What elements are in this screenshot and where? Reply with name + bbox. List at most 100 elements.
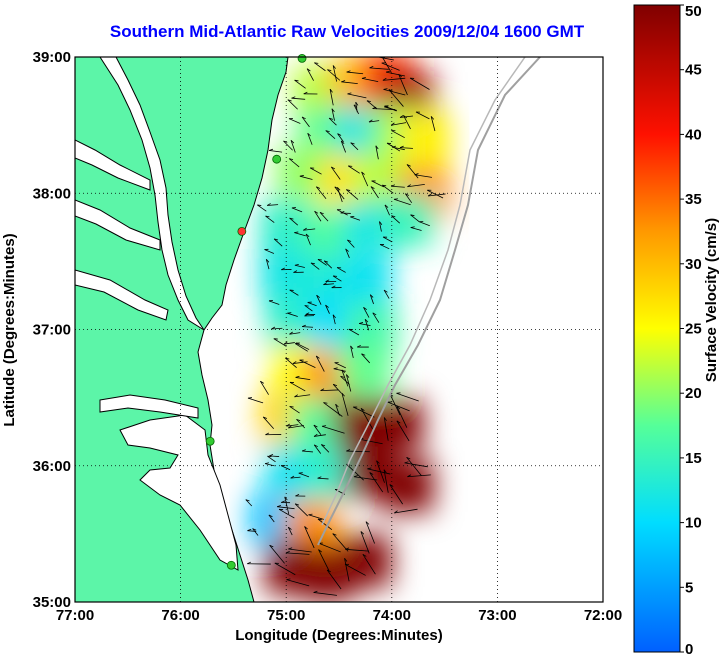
velocity-arrow [290, 140, 296, 153]
velocity-arrow [257, 204, 267, 212]
velocity-arrow [346, 463, 364, 481]
velocity-arrow [315, 186, 327, 200]
velocity-arrow-head [406, 456, 411, 460]
velocity-arrow-head [308, 513, 313, 516]
velocity-arrow [360, 531, 370, 554]
velocity-arrow-head [383, 469, 387, 474]
velocity-arrow-head [379, 221, 383, 225]
velocity-arrow-head [323, 402, 328, 404]
velocity-arrow-head [367, 467, 372, 470]
velocity-arrow [350, 142, 359, 151]
chesapeake-bay [99, 57, 205, 331]
velocity-arrow [382, 236, 393, 243]
bathymetry-contour [317, 57, 541, 546]
velocity-arrow-head [331, 108, 335, 113]
velocity-arrow [362, 554, 376, 575]
velocity-arrow [346, 450, 370, 453]
velocity-arrow-head [269, 454, 274, 457]
velocity-arrow-head [322, 425, 327, 427]
velocity-arrow-head [269, 544, 274, 548]
velocity-arrow-head [350, 345, 354, 350]
velocity-arrow [287, 99, 298, 110]
velocity-arrow [274, 562, 296, 576]
velocity-vectors [245, 57, 446, 596]
velocity-arrow [346, 374, 352, 392]
velocity-arrow-head [313, 424, 318, 428]
velocity-arrow-head [382, 184, 387, 187]
x-tick-label: 74:00 [373, 607, 411, 624]
bay-inlet [75, 139, 151, 191]
velocity-arrow [301, 116, 310, 128]
velocity-arrow [320, 389, 339, 392]
x-tick-label: 77:00 [56, 607, 94, 624]
velocity-arrow-head [375, 145, 379, 150]
velocity-arrow [305, 233, 311, 246]
velocity-arrow-head [257, 204, 262, 206]
x-tick-label: 73:00 [478, 607, 516, 624]
velocity-arrow [329, 89, 334, 106]
velocity-arrow-head [281, 267, 286, 271]
velocity-arrow [313, 592, 337, 596]
velocity-arrow-head [365, 521, 370, 525]
velocity-arrow-head [327, 69, 332, 72]
velocity-arrow [325, 130, 336, 139]
velocity-arrow-head [341, 392, 345, 397]
velocity-arrow-head [301, 324, 306, 328]
velocity-arrow-head [268, 514, 273, 518]
velocity-arrow-head [361, 171, 365, 175]
velocity-arrow [317, 518, 333, 530]
velocity-arrow [326, 569, 342, 590]
velocity-arrow [361, 353, 371, 364]
velocity-arrow [365, 521, 375, 544]
velocity-arrow-head [268, 148, 274, 151]
velocity-arrow [314, 210, 322, 222]
velocity-arrow-head [310, 262, 315, 265]
y-tick-label: 37:00 [33, 322, 71, 339]
velocity-arrow-head [340, 140, 345, 144]
velocity-arrow [381, 57, 392, 73]
velocity-arrow [317, 259, 327, 266]
colorbar-tick-label: 40 [685, 126, 702, 143]
velocity-arrow [306, 68, 314, 81]
north-station [297, 53, 307, 63]
velocity-arrow-head [317, 476, 322, 479]
velocity-arrow [334, 362, 346, 369]
velocity-arrow [325, 304, 330, 314]
velocity-arrow [348, 165, 360, 174]
velocity-arrow [353, 104, 359, 115]
velocity-arrow-head [362, 553, 367, 557]
velocity-arrow-head [320, 388, 325, 391]
velocity-arrow [391, 185, 405, 188]
velocity-arrow-head [313, 433, 318, 437]
grid-lines [75, 57, 603, 602]
velocity-arrow [273, 238, 283, 247]
velocity-arrow [347, 93, 367, 99]
velocity-arrow-head [363, 307, 367, 311]
velocity-arrow-head [430, 116, 435, 120]
velocity-arrow-head [283, 140, 288, 143]
velocity-arrow [269, 455, 280, 457]
velocity-arrow-head [348, 165, 353, 167]
velocity-arrow [302, 450, 313, 453]
velocity-arrow [289, 217, 299, 226]
velocity-arrow [383, 89, 406, 96]
velocity-arrow [260, 380, 269, 395]
y-tick-label: 35:00 [33, 594, 71, 611]
velocity-arrow [383, 469, 389, 493]
velocity-arrow-head [407, 184, 411, 188]
velocity-arrow [414, 174, 433, 178]
velocity-arrow-head [287, 99, 292, 102]
velocity-arrow-head [384, 204, 389, 208]
velocity-arrow [406, 164, 419, 179]
velocity-arrow-head [335, 403, 339, 408]
velocity-arrow-head [285, 551, 290, 554]
velocity-arrow-head [316, 294, 320, 299]
velocity-arrow [372, 312, 380, 323]
velocity-arrow [286, 579, 310, 587]
velocity-arrow-head [325, 130, 330, 133]
velocity-arrow [346, 71, 364, 75]
velocity-arrow [407, 183, 425, 188]
velocity-arrow [285, 357, 297, 368]
velocity-arrow [341, 81, 358, 85]
velocity-arrow [427, 189, 444, 199]
